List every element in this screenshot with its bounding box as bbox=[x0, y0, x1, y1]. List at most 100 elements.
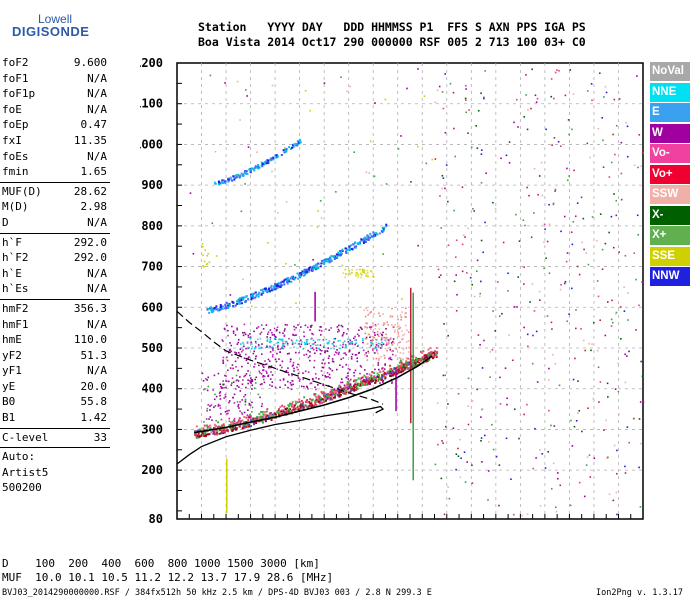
echo-point bbox=[226, 306, 229, 309]
echo-point bbox=[396, 372, 399, 375]
echo-point bbox=[221, 180, 224, 183]
param-row: yF1 N/A bbox=[0, 364, 110, 380]
echo-point bbox=[233, 393, 236, 396]
echo-point bbox=[355, 272, 358, 275]
echo-point bbox=[439, 195, 441, 197]
echo-point bbox=[309, 402, 312, 405]
echo-point bbox=[229, 367, 232, 369]
echo-point bbox=[314, 303, 316, 306]
echo-point bbox=[597, 295, 600, 298]
echo-point bbox=[455, 274, 457, 276]
y-tick-label: 80 bbox=[149, 512, 163, 526]
echo-point bbox=[224, 328, 226, 331]
echo-point bbox=[610, 325, 613, 327]
echo-point bbox=[206, 389, 209, 392]
echo-point bbox=[347, 382, 350, 385]
echo-point bbox=[395, 400, 397, 403]
echo-point bbox=[323, 392, 326, 395]
echo-point bbox=[237, 419, 240, 422]
echo-point bbox=[485, 172, 487, 175]
echo-point bbox=[246, 172, 249, 175]
echo-point bbox=[262, 378, 265, 381]
echo-point bbox=[339, 252, 342, 255]
echo-point bbox=[626, 355, 628, 357]
echo-point bbox=[347, 341, 350, 343]
echo-point bbox=[207, 252, 210, 255]
echo-point bbox=[417, 68, 419, 70]
echo-point bbox=[233, 417, 236, 420]
ionogram-plot: 1234567891011121314151617181920802003004… bbox=[140, 56, 645, 526]
echo-point bbox=[274, 154, 277, 157]
echo-point bbox=[526, 403, 528, 406]
echo-point bbox=[394, 368, 397, 371]
echo-point bbox=[378, 312, 380, 315]
echo-point bbox=[264, 363, 267, 366]
echo-point bbox=[395, 366, 398, 369]
echo-point bbox=[309, 329, 311, 331]
echo-point bbox=[375, 347, 378, 349]
echo-point bbox=[271, 355, 274, 358]
echo-point bbox=[240, 172, 243, 175]
echo-point bbox=[472, 207, 474, 210]
echo-point bbox=[309, 382, 312, 385]
echo-point bbox=[232, 175, 235, 178]
echo-point bbox=[405, 324, 407, 327]
echo-point bbox=[412, 473, 414, 476]
echo-point bbox=[303, 268, 306, 271]
echo-point bbox=[408, 346, 411, 349]
echo-point bbox=[234, 426, 237, 429]
echo-point bbox=[243, 375, 245, 378]
echo-point bbox=[512, 359, 514, 362]
echo-point bbox=[615, 199, 618, 202]
profile-curve-dashed bbox=[176, 310, 384, 405]
echo-point bbox=[612, 499, 615, 502]
echo-point bbox=[291, 341, 294, 343]
echo-point bbox=[215, 255, 218, 257]
echo-point bbox=[410, 372, 412, 375]
echo-point bbox=[607, 396, 609, 398]
echo-point bbox=[356, 360, 359, 363]
footer-version: Ion2Png v. 1.3.17 bbox=[596, 588, 683, 598]
echo-point bbox=[370, 326, 373, 328]
echo-point bbox=[337, 387, 340, 390]
echo-point bbox=[283, 283, 286, 286]
echo-point bbox=[296, 405, 299, 408]
echo-point bbox=[219, 398, 222, 400]
echo-point bbox=[582, 217, 585, 220]
echo-point bbox=[299, 345, 302, 348]
param-value: 2.98 bbox=[80, 200, 108, 214]
echo-point bbox=[361, 328, 363, 330]
echo-point bbox=[291, 409, 294, 412]
echo-point bbox=[230, 384, 233, 386]
echo-point bbox=[315, 395, 318, 398]
echo-point bbox=[236, 173, 239, 176]
param-value: 292.0 bbox=[73, 235, 107, 249]
echo-point bbox=[367, 238, 370, 241]
echo-point bbox=[355, 268, 358, 271]
echo-point bbox=[577, 380, 579, 382]
echo-point bbox=[458, 438, 461, 441]
echo-point bbox=[605, 91, 608, 94]
echo-point bbox=[412, 445, 414, 448]
echo-point bbox=[391, 315, 394, 318]
echo-point bbox=[414, 365, 417, 368]
param-value: N/A bbox=[87, 282, 107, 296]
echo-point bbox=[384, 373, 386, 375]
echo-point bbox=[368, 172, 371, 174]
echo-point bbox=[221, 424, 224, 427]
echo-point bbox=[214, 405, 217, 407]
echo-point bbox=[566, 167, 568, 170]
echo-point bbox=[225, 380, 227, 382]
echo-point bbox=[395, 381, 397, 384]
echo-point bbox=[280, 153, 283, 156]
echo-point bbox=[564, 94, 567, 97]
echo-point bbox=[533, 167, 536, 170]
echo-point bbox=[294, 334, 296, 337]
echo-point bbox=[556, 472, 559, 474]
echo-point bbox=[392, 372, 395, 375]
echo-point bbox=[492, 448, 495, 451]
echo-point bbox=[328, 367, 331, 369]
param-separator bbox=[0, 427, 110, 429]
echo-point bbox=[349, 385, 352, 388]
echo-point bbox=[284, 340, 287, 343]
